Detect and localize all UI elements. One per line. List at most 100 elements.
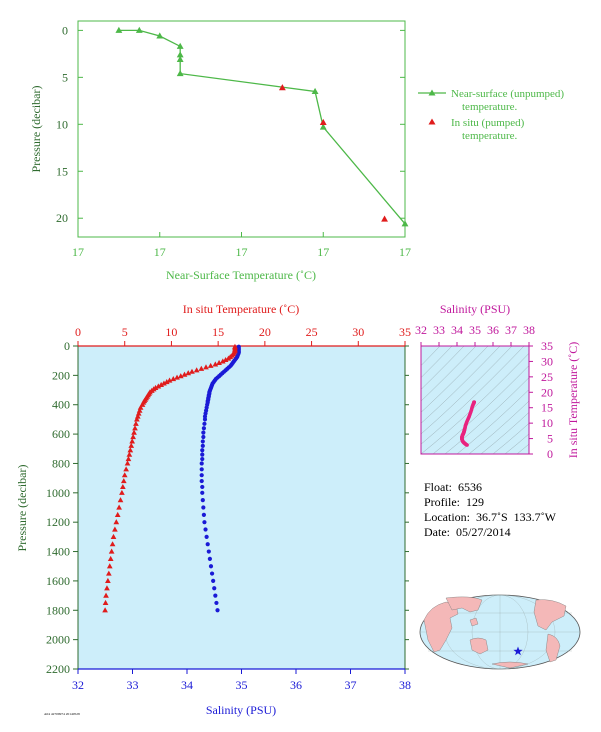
temperature-point <box>116 504 122 510</box>
temperature-profile-points <box>102 343 238 613</box>
ts-temperature-tick-label: 15 <box>541 401 553 415</box>
profile-chart: 0 5 10 15 20 25 30 35 32 33 34 35 36 37 38 0 200 400 600… <box>15 302 411 717</box>
near-surface-unpumped-line <box>118 29 406 225</box>
near-surface-x-tick-label: 17 <box>236 245 248 259</box>
salinity-point <box>201 434 206 440</box>
near-surface-unpumped-point <box>311 87 319 94</box>
pressure-tick-label: 200 <box>52 368 70 382</box>
salinity-point <box>199 478 204 484</box>
in-situ-pumped-point <box>278 84 286 91</box>
temperature-point <box>102 607 108 613</box>
ts-salinity-tick-label: 34 <box>451 323 463 337</box>
legend-red-triangle-icon <box>428 118 436 125</box>
near-surface-x-tick-label: 17 <box>72 245 84 259</box>
near-surface-x-axis-label: Near-Surface Temperature (˚C) <box>166 268 316 282</box>
salinity-point <box>200 484 205 490</box>
salinity-point <box>199 473 204 478</box>
salinity-point <box>200 448 205 453</box>
temperature-point <box>198 365 205 371</box>
temperature-tick-label: 25 <box>306 325 318 339</box>
profile-date: Date: 05/27/2014 <box>424 525 511 539</box>
ts-salinity-ticks: 32 33 34 35 36 37 38 <box>415 323 535 346</box>
salinity-tick-label: 34 <box>181 678 193 692</box>
salinity-tick-label: 38 <box>399 678 411 692</box>
temperature-point <box>102 599 109 606</box>
temperature-point <box>103 592 109 598</box>
near-surface-x-ticks: 17 17 17 17 17 <box>72 232 411 259</box>
pressure-tick-label: 0 <box>64 339 70 353</box>
density-contour-line <box>492 423 529 454</box>
near-surface-legend: Near-surface (unpumped) temperature. In … <box>418 88 564 142</box>
salinity-tick-label: 37 <box>345 678 357 692</box>
temperature-point <box>131 429 137 435</box>
temperature-point <box>117 497 124 503</box>
density-contour-line <box>421 346 477 402</box>
salinity-point <box>200 452 205 457</box>
temperature-point <box>155 383 162 389</box>
map-land <box>423 596 567 669</box>
density-contour-line <box>421 346 453 378</box>
near-surface-x-tick-label: 17 <box>399 245 411 259</box>
temperature-point <box>133 420 139 426</box>
near-surface-chart: 17 17 17 17 17 0 5 10 15 20 Near-Surface Tempera… <box>29 20 411 282</box>
ts-temperature-tick-label: 20 <box>541 385 553 399</box>
salinity-point <box>202 414 208 419</box>
salinity-tick-label: 32 <box>72 678 84 692</box>
ts-temperature-tick-label: 35 <box>541 339 553 353</box>
temperature-point <box>212 361 219 367</box>
salinity-point <box>207 556 212 561</box>
salinity-point <box>212 586 217 591</box>
salinity-point <box>199 467 204 472</box>
ts-temperature-tick-label: 0 <box>547 447 553 461</box>
density-contour-line <box>456 389 529 454</box>
legend-item-2-line2: temperature. <box>462 130 518 142</box>
salinity-point <box>200 439 205 444</box>
temperature-point <box>121 472 128 478</box>
temperature-tick-label: 35 <box>399 325 411 339</box>
near-surface-y-tick-label: 15 <box>56 164 68 178</box>
temperature-point <box>219 358 226 364</box>
density-contour-line <box>468 400 529 454</box>
ts-salinity-tick-label: 32 <box>415 323 427 337</box>
density-contour-line <box>421 346 513 435</box>
footer-tiny-text: A04 42709974 20140528 <box>44 712 80 716</box>
temperature-point <box>119 489 125 495</box>
near-surface-unpumped-point <box>319 123 327 130</box>
legend-item-1-line1: Near-surface (unpumped) <box>451 88 564 100</box>
density-contour-line <box>480 412 529 454</box>
near-surface-unpumped-point <box>115 26 123 33</box>
salinity-point <box>206 549 211 554</box>
salinity-point <box>200 456 205 462</box>
salinity-point <box>202 520 207 525</box>
world-map <box>419 594 581 670</box>
near-surface-unpumped-point <box>156 32 164 39</box>
temperature-point <box>181 371 188 377</box>
salinity-tick-label: 36 <box>290 678 302 692</box>
temperature-ticks: 0 5 10 15 20 25 30 35 <box>75 325 411 346</box>
ts-salinity-tick-label: 33 <box>433 323 445 337</box>
ts-point <box>465 443 469 447</box>
pressure-tick-label: 2200 <box>46 662 70 676</box>
ts-temperature-tick-label: 25 <box>541 370 553 384</box>
salinity-ticks: 32 33 34 35 36 37 38 <box>72 669 411 692</box>
legend-item-2-line1: In situ (pumped) <box>451 117 525 129</box>
ts-salinity-tick-label: 36 <box>487 323 499 337</box>
salinity-point <box>204 534 209 539</box>
temperature-point <box>128 442 135 448</box>
temperature-point <box>129 438 136 444</box>
near-surface-unpumped-point <box>401 220 409 227</box>
temperature-point <box>107 555 114 561</box>
temperature-point <box>203 364 209 370</box>
temperature-tick-label: 15 <box>212 325 224 339</box>
pressure-tick-label: 600 <box>52 427 70 441</box>
temperature-point <box>174 374 180 380</box>
salinity-point <box>202 417 208 422</box>
temperature-point <box>106 563 113 569</box>
temperature-point <box>105 577 111 584</box>
density-contour-line <box>421 352 529 454</box>
profile-number: Profile: 129 <box>424 495 484 509</box>
salinity-tick-label: 35 <box>236 678 248 692</box>
near-surface-unpumped-point <box>176 42 184 49</box>
near-surface-unpumped-point <box>176 55 184 63</box>
